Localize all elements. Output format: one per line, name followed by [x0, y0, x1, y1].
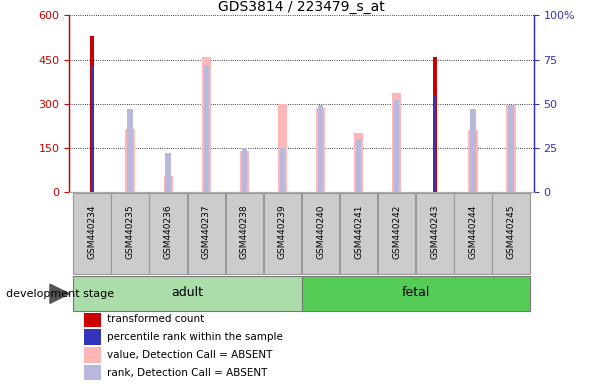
FancyBboxPatch shape	[150, 193, 187, 274]
Bar	[433, 56, 437, 192]
FancyBboxPatch shape	[302, 193, 339, 274]
Bar	[127, 109, 133, 192]
Bar	[316, 108, 325, 192]
Bar	[83, 365, 101, 381]
Bar	[83, 329, 101, 345]
Text: adult: adult	[171, 286, 203, 300]
FancyBboxPatch shape	[454, 193, 491, 274]
Text: GSM440234: GSM440234	[87, 204, 96, 259]
FancyBboxPatch shape	[73, 276, 302, 311]
FancyBboxPatch shape	[378, 193, 415, 274]
Text: GSM440238: GSM440238	[240, 204, 249, 259]
FancyBboxPatch shape	[302, 276, 530, 311]
Bar	[433, 95, 436, 192]
Text: GSM440244: GSM440244	[469, 204, 477, 259]
FancyBboxPatch shape	[416, 193, 453, 274]
Text: GSM440237: GSM440237	[202, 204, 211, 259]
Bar	[242, 148, 247, 192]
Text: GSM440236: GSM440236	[164, 204, 173, 259]
Polygon shape	[50, 284, 69, 303]
Bar	[470, 109, 476, 192]
FancyBboxPatch shape	[74, 193, 111, 274]
FancyBboxPatch shape	[226, 193, 264, 274]
Bar	[201, 56, 211, 192]
Bar	[394, 100, 400, 192]
Text: fetal: fetal	[402, 286, 430, 300]
Text: rank, Detection Call = ABSENT: rank, Detection Call = ABSENT	[107, 367, 267, 377]
Text: GSM440239: GSM440239	[278, 204, 287, 259]
Text: value, Detection Call = ABSENT: value, Detection Call = ABSENT	[107, 350, 272, 360]
Bar	[278, 104, 287, 192]
Text: GSM440245: GSM440245	[507, 204, 516, 259]
Bar	[508, 106, 514, 192]
FancyBboxPatch shape	[188, 193, 225, 274]
FancyBboxPatch shape	[264, 193, 302, 274]
Bar	[90, 65, 93, 192]
Text: GSM440242: GSM440242	[392, 204, 401, 259]
Bar	[392, 93, 402, 192]
Text: percentile rank within the sample: percentile rank within the sample	[107, 332, 282, 342]
Bar	[356, 139, 361, 192]
Bar	[280, 148, 285, 192]
Bar	[203, 65, 209, 192]
Bar	[318, 106, 323, 192]
Bar	[239, 151, 249, 192]
Bar	[506, 105, 516, 192]
Text: GSM440241: GSM440241	[354, 204, 363, 259]
Text: GSM440240: GSM440240	[316, 204, 325, 259]
Bar	[163, 176, 173, 192]
Text: transformed count: transformed count	[107, 314, 204, 324]
Title: GDS3814 / 223479_s_at: GDS3814 / 223479_s_at	[218, 0, 385, 14]
Text: GSM440243: GSM440243	[430, 204, 439, 259]
Bar	[90, 36, 94, 192]
FancyBboxPatch shape	[492, 193, 529, 274]
Bar	[125, 129, 135, 192]
Bar	[354, 133, 364, 192]
Bar	[165, 153, 171, 192]
Text: development stage: development stage	[6, 289, 114, 299]
Bar	[468, 130, 478, 192]
Bar	[83, 311, 101, 327]
FancyBboxPatch shape	[112, 193, 149, 274]
Text: GSM440235: GSM440235	[126, 204, 134, 259]
Bar	[83, 347, 101, 362]
FancyBboxPatch shape	[339, 193, 377, 274]
